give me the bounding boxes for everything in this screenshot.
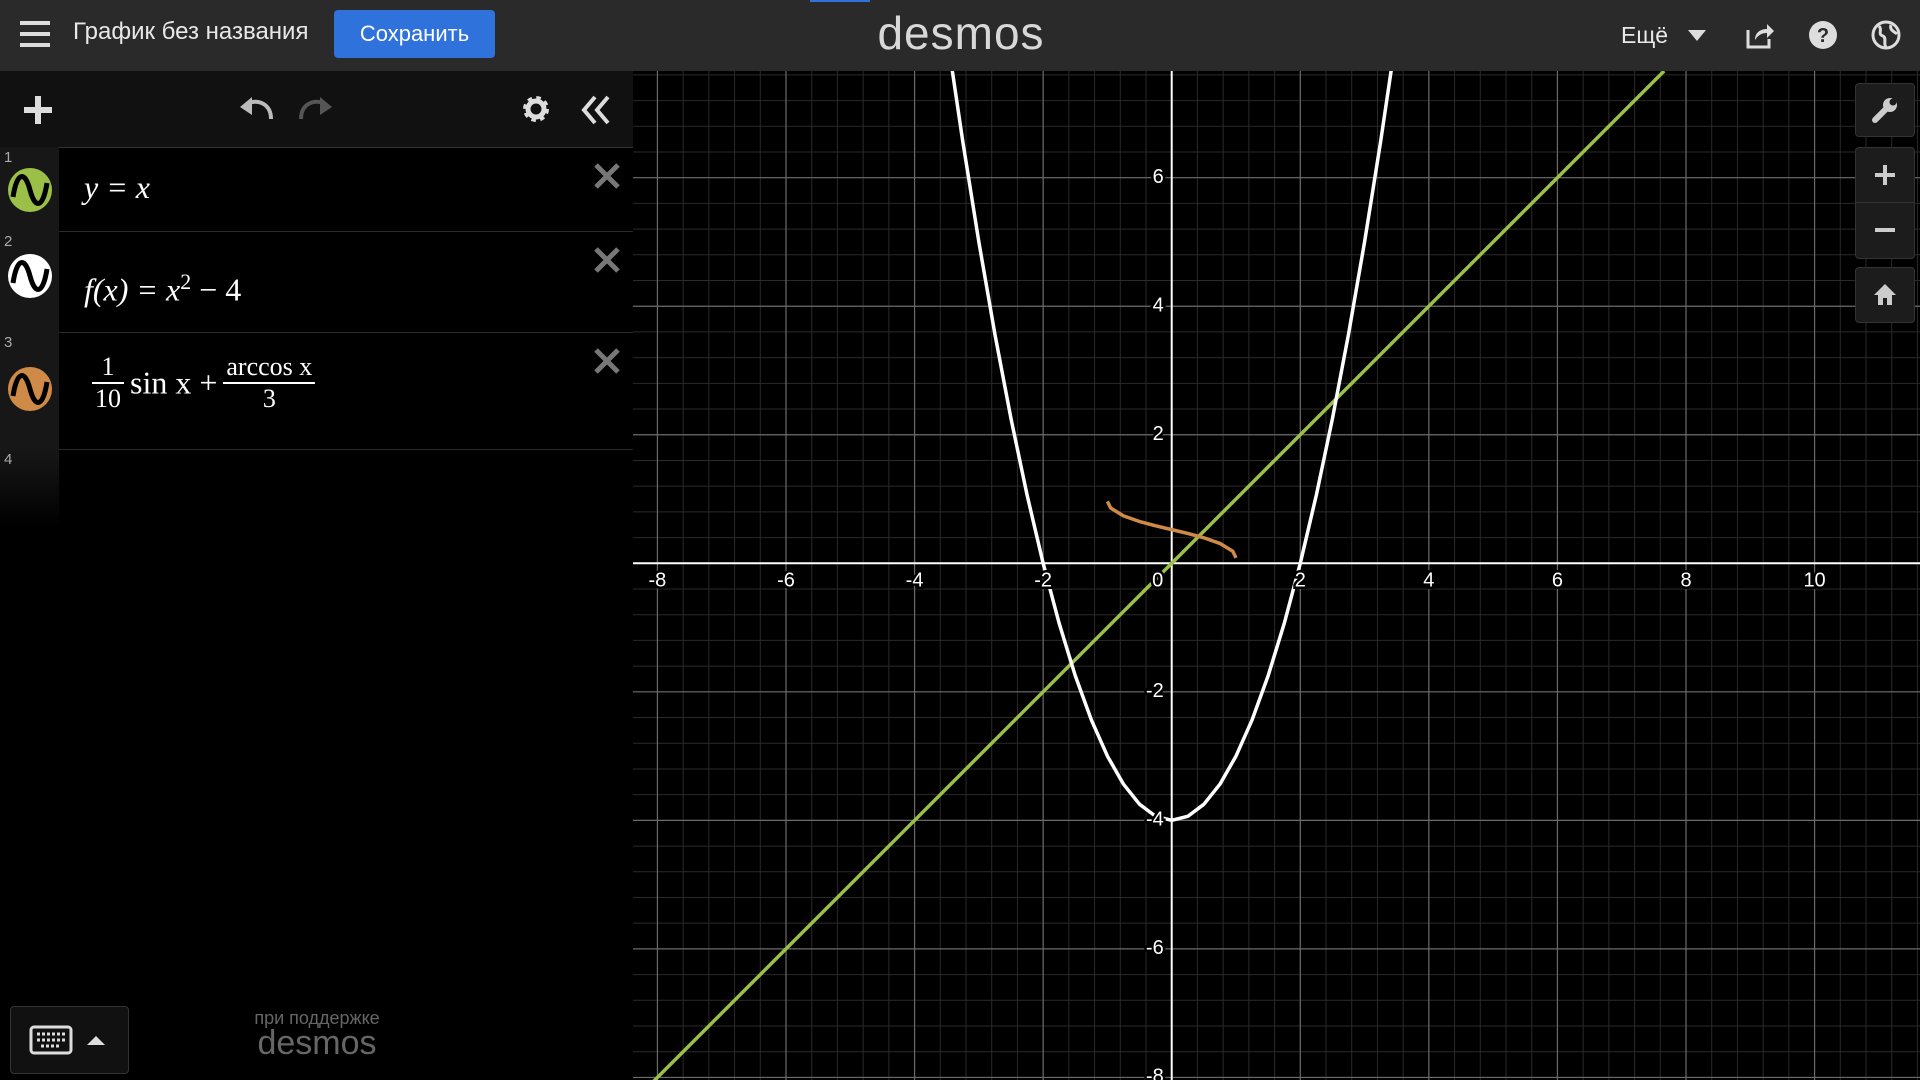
close-icon — [594, 348, 620, 374]
graph-background — [633, 71, 1920, 1080]
expression-toolbar — [0, 71, 633, 148]
numerator: arccos x — [226, 352, 313, 381]
x-tick-label: 8 — [1680, 570, 1691, 592]
expression-icon[interactable] — [7, 253, 53, 299]
expression-row[interactable]: 2 f(x) = x2 − 4 — [0, 231, 633, 333]
numerator: 1 — [101, 352, 115, 381]
powered-by: при поддержке — [254, 1008, 380, 1028]
settings-button[interactable] — [521, 94, 551, 124]
denominator: 3 — [223, 382, 316, 414]
exponent: 2 — [180, 269, 192, 294]
y-tick-label: 2 — [1153, 423, 1164, 445]
menu-button[interactable] — [20, 20, 50, 48]
y-tick-label: 4 — [1153, 295, 1164, 317]
y-tick-label: -4 — [1146, 809, 1164, 831]
logo: desmos — [877, 7, 1045, 59]
icon-wave — [10, 373, 50, 405]
svg-text:?: ? — [1817, 25, 1829, 47]
x-tick-label: 6 — [1552, 570, 1563, 592]
x-tick-label: 0 — [1152, 570, 1163, 592]
progress-bar — [810, 0, 870, 2]
y-tick-label: -6 — [1146, 937, 1164, 959]
expression-panel: 1 y = x 2 f(x) = x2 − 4 3 1 10 sin x + arcc… — [0, 71, 634, 1080]
row-number: 2 — [4, 233, 13, 250]
delete-button[interactable] — [592, 161, 622, 191]
curve — [950, 71, 1393, 823]
expression-part: sin x + — [130, 364, 218, 401]
language-button[interactable] — [1871, 20, 1901, 50]
keyboard-button[interactable] — [10, 1006, 129, 1074]
fraction: 1 10 — [92, 352, 124, 414]
redo-button[interactable] — [298, 97, 334, 123]
zoom-out-button[interactable] — [1875, 220, 1895, 240]
top-bar: График без названия Сохранить desmos Ещё… — [0, 0, 1920, 71]
close-icon — [594, 247, 620, 273]
curves — [652, 71, 1666, 1080]
undo-button[interactable] — [238, 97, 274, 123]
expression-row[interactable]: 1 y = x — [0, 147, 633, 232]
graph-settings-button[interactable] — [1855, 83, 1915, 137]
add-button[interactable] — [24, 96, 52, 124]
share-button[interactable] — [1745, 20, 1775, 50]
row-number: 3 — [4, 334, 13, 351]
expression-row[interactable]: 4 — [0, 449, 633, 527]
home-icon — [1874, 284, 1896, 305]
expression-icon[interactable] — [7, 167, 53, 213]
zoom-in-button[interactable] — [1875, 165, 1895, 185]
help-button[interactable]: ? — [1808, 20, 1838, 50]
wrench-icon — [1872, 98, 1897, 123]
expression-part: f(x) = x — [84, 271, 181, 308]
graph-title[interactable]: График без названия — [73, 18, 309, 45]
x-tick-label: -2 — [1034, 570, 1052, 592]
graph-paper[interactable]: -8 -6 -4 -2 0 2 4 6 8 10 -8 -6 -4 -2 2 4 6 — [633, 71, 1920, 1080]
more-menu[interactable]: Ещё — [1621, 22, 1669, 48]
collapse-button[interactable] — [581, 95, 611, 125]
divider — [1856, 202, 1914, 203]
footer-logo: desmos — [257, 1024, 377, 1062]
row-number: 1 — [4, 149, 13, 166]
x-tick-label: -4 — [906, 570, 924, 592]
expression-text[interactable]: y = x — [84, 169, 150, 205]
x-tick-label: 10 — [1803, 570, 1825, 592]
denominator: 10 — [92, 382, 124, 414]
zoom-controls — [1855, 147, 1915, 259]
keyboard-icon — [29, 1025, 105, 1055]
x-tick-label: 2 — [1295, 570, 1306, 592]
grid — [633, 71, 1920, 1080]
more-caret[interactable] — [1688, 30, 1706, 42]
save-button[interactable]: Сохранить — [334, 10, 495, 58]
row-gutter — [0, 449, 59, 527]
row-number: 4 — [4, 451, 13, 468]
close-icon — [594, 163, 620, 189]
icon-wave — [10, 260, 50, 292]
delete-button[interactable] — [592, 346, 622, 376]
y-tick-label: -8 — [1146, 1066, 1164, 1080]
x-tick-label: 4 — [1423, 570, 1434, 592]
x-tick-label: -6 — [777, 570, 795, 592]
delete-button[interactable] — [592, 245, 622, 275]
expression-icon[interactable] — [7, 366, 53, 412]
curve — [1105, 500, 1238, 559]
home-button[interactable] — [1855, 267, 1915, 323]
expression-part: − 4 — [191, 271, 242, 308]
curve — [652, 71, 1666, 1080]
expression-text[interactable]: f(x) = x2 − 4 — [84, 269, 241, 309]
x-tick-label: -8 — [649, 570, 667, 592]
y-tick-label: 6 — [1153, 166, 1164, 188]
y-tick-label: -2 — [1146, 680, 1164, 702]
icon-wave — [10, 174, 50, 206]
